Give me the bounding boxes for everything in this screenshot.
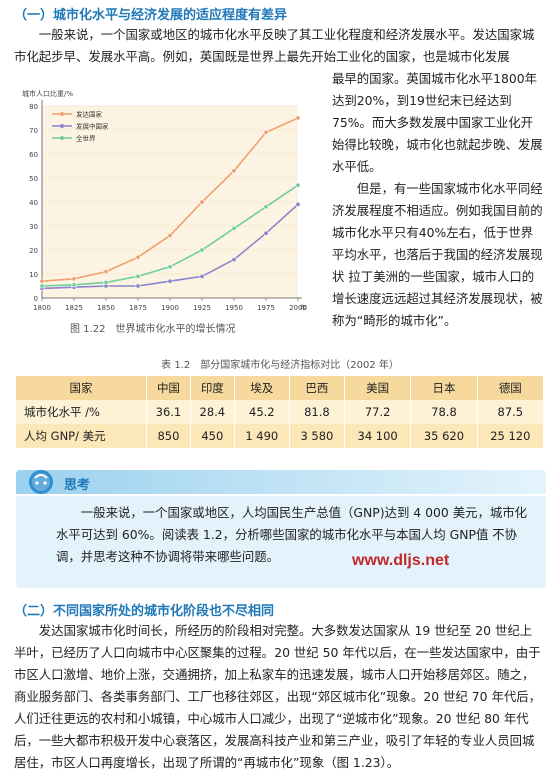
x-tick-label: 1800: [33, 304, 51, 312]
table-cell: 87.5: [477, 400, 545, 424]
table-header-cell: 中国: [146, 376, 191, 400]
y-tick-label: 50: [29, 175, 38, 183]
think-header-bar: [16, 470, 546, 494]
y-tick-label: 10: [29, 271, 38, 279]
legend-label: 发展中国家: [76, 122, 109, 131]
table-cell: 35 620: [410, 424, 478, 448]
data-point: [295, 201, 301, 207]
table-cell: 3 580: [289, 424, 345, 448]
data-point: [135, 283, 141, 289]
table-header-cell: 德国: [477, 376, 545, 400]
think-body: [16, 496, 546, 588]
table-row-label: 城市化水平 /%: [16, 400, 147, 424]
data-point: [135, 273, 141, 279]
data-point: [167, 233, 173, 239]
data-point: [71, 276, 77, 282]
table-cell: 77.2: [344, 400, 412, 424]
data-point: [231, 225, 237, 231]
data-point: [263, 129, 269, 135]
table-row: 人均 GNP/ 美元 850 450 1 490 3 580 34 100 35…: [16, 424, 545, 448]
data-point: [199, 273, 205, 279]
y-tick-label: 20: [29, 247, 38, 255]
watermark: www.dljs.net: [352, 552, 450, 569]
section-1-paragraph-intro: 一般来说，一个国家或地区的城市化水平反映了其工业化程度和经济发展水平。发达国家城…: [14, 27, 535, 64]
x-tick-label: 1900: [161, 304, 179, 312]
table-row: 城市化水平 /% 36.1 28.4 45.2 81.8 77.2 78.8 8…: [16, 400, 545, 424]
section-2-title: （二）不同国家所处的城市化阶段也不尽相同: [14, 604, 275, 619]
data-point: [263, 230, 269, 236]
y-tick-label: 60: [29, 151, 38, 159]
x-tick-label: 1850: [97, 304, 115, 312]
legend-marker: [60, 136, 64, 140]
x-tick-label: 1825: [65, 304, 83, 312]
data-point: [199, 247, 205, 253]
y-tick-label: 0: [34, 295, 38, 303]
data-point: [103, 269, 109, 275]
section-2-paragraph: 发达国家城市化时间长，所经历的阶段相对完整。大多数发达国家从 19 世纪至 20…: [14, 623, 542, 770]
y-tick-label: 70: [29, 127, 38, 135]
x-tick-label: 1875: [129, 304, 147, 312]
urbanization-gnp-table: 国家 中国 印度 埃及 巴西 美国 日本 德国 城市化水平 /% 36.1 28…: [16, 376, 545, 448]
think-title: 思考: [64, 478, 91, 493]
x-tick-label: 1975: [257, 304, 275, 312]
data-point: [199, 199, 205, 205]
table-cell: 34 100: [344, 424, 412, 448]
y-axis-label: 城市人口比重/%: [22, 89, 73, 98]
table-header-cell: 印度: [190, 376, 235, 400]
table-header-cell: 美国: [344, 376, 412, 400]
think-box: 思考 一般来说，一个国家或地区，人均国民生产总值（GNP)达到 4 000 美元…: [16, 470, 546, 588]
legend-marker: [60, 124, 64, 128]
section-1-title: （一）城市化水平与经济发展的适应程度有差异: [14, 8, 288, 23]
table-row-label: 人均 GNP/ 美元: [16, 424, 147, 448]
figure-caption: 图 1.22 世界城市化水平的增长情况: [70, 324, 236, 335]
data-point: [39, 283, 45, 289]
table-cell: 78.8: [410, 400, 478, 424]
table-header-cell: 日本: [410, 376, 478, 400]
data-point: [295, 115, 301, 121]
table-cell: 850: [146, 424, 191, 448]
table-header-cell: 埃及: [234, 376, 290, 400]
think-text: 一般来说，一个国家或地区，人均国民生产总值（GNP)达到 4 000 美元，城市…: [56, 505, 528, 564]
x-tick-label: 1950: [225, 304, 243, 312]
data-point: [135, 254, 141, 260]
data-point: [263, 204, 269, 210]
y-tick-label: 40: [29, 199, 38, 207]
data-point: [295, 182, 301, 188]
section-1-paragraph-right-b: 但是，有一些国家城市化水平同经济发展程度不相适应。例如我国目前的城市化水平只有4…: [332, 181, 543, 328]
thinking-head-icon: [29, 470, 53, 494]
data-point: [167, 264, 173, 270]
table-cell: 450: [190, 424, 235, 448]
table-cell: 25 120: [477, 424, 545, 448]
table-cell: 81.8: [289, 400, 345, 424]
data-point: [71, 282, 77, 288]
section-1-paragraph-right-a: 最早的国家。英国城市化水平1800年达到20%，到19世纪末已经达到75%。而大…: [332, 71, 543, 174]
y-tick-label: 30: [29, 223, 38, 231]
table-header-cell: 巴西: [289, 376, 345, 400]
x-tick-label: 2000: [289, 304, 307, 312]
legend-label: 全世界: [76, 134, 96, 143]
data-point: [167, 278, 173, 284]
table-header-cell: 国家: [16, 376, 147, 400]
urbanization-line-chart: 0 10 20 30 40 50 60 70 80 城市人口比重/% 1800 1825 1850 187…: [22, 89, 307, 312]
y-tick-label: 80: [29, 103, 38, 111]
legend-label: 发达国家: [76, 110, 103, 119]
data-point: [231, 168, 237, 174]
table-cell: 28.4: [190, 400, 235, 424]
table-cell: 45.2: [234, 400, 290, 424]
x-axis-label: 年: [300, 303, 307, 312]
data-point: [103, 279, 109, 285]
x-tick-label: 1925: [193, 304, 211, 312]
table-cell: 1 490: [234, 424, 290, 448]
legend-marker: [60, 112, 64, 116]
table-caption: 表 1.2 部分国家城市化与经济指标对比（2002 年）: [161, 360, 399, 371]
data-point: [231, 257, 237, 263]
table-cell: 36.1: [146, 400, 191, 424]
table-header-row: 国家 中国 印度 埃及 巴西 美国 日本 德国: [16, 376, 545, 400]
data-point: [39, 278, 45, 284]
